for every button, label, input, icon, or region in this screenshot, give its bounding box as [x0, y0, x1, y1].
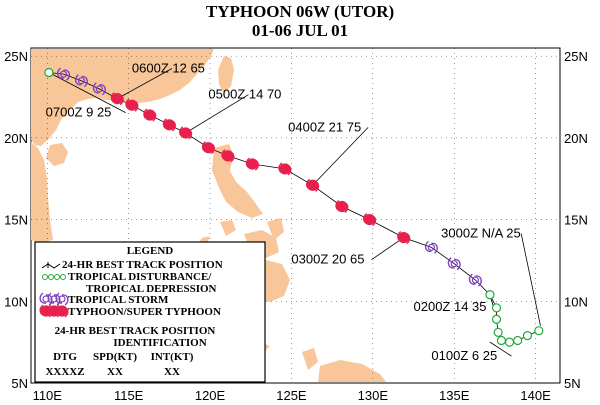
legend-item-storm: TROPICAL STORM [68, 294, 169, 306]
lat-label-right: 5N [564, 376, 581, 391]
storm-marker [92, 82, 106, 96]
track-point-label: 0700Z 9 25 [46, 105, 112, 120]
land-halmahera [302, 348, 318, 370]
typhoon-marker [245, 157, 259, 171]
lat-label-left: 25N [4, 49, 28, 64]
depression-marker [504, 337, 515, 347]
depression-marker [534, 326, 544, 336]
label-leader [371, 237, 404, 261]
lat-label-right: 15N [564, 213, 588, 228]
depression-marker [491, 303, 502, 313]
legend-item-depression-line1: TROPICAL DISTURBANCE/ [68, 271, 212, 283]
lat-label-right: 25N [564, 49, 588, 64]
typhoon-marker [179, 126, 193, 140]
track-point-label: 0300Z 20 65 [291, 252, 364, 267]
track-symbols [44, 67, 544, 347]
label-leader [312, 127, 369, 186]
legend-example-spd: XX [107, 366, 123, 378]
track-point-label: 0100Z 6 25 [431, 348, 497, 363]
storm-marker [57, 67, 71, 81]
land-vietnam [31, 142, 53, 243]
axis-labels: 25N 25N 20N 20N 15N 15N 10N 10N 5N 5N 110E 115E 120E… [4, 49, 588, 403]
land-mindoro [220, 220, 236, 236]
depression-marker [493, 327, 503, 337]
legend-example-dtg: XXXXZ [45, 366, 84, 378]
storm-marker [424, 240, 438, 254]
legend-heading: LEGEND [127, 245, 174, 257]
legend-id-subheading: IDENTIFICATION [113, 337, 206, 349]
depression-marker [522, 331, 533, 341]
legend-item-depression-line2: TROPICAL DEPRESSION [86, 283, 217, 295]
typhoon-marker [335, 199, 349, 214]
typhoon-marker [306, 178, 320, 192]
depression-symbol [42, 274, 66, 280]
typhoon-symbol [39, 304, 69, 318]
lat-label-left: 20N [4, 131, 28, 146]
label-leader [185, 94, 249, 134]
typhoon-marker [143, 108, 157, 122]
lat-label-left: 10N [4, 294, 28, 309]
typhoon-marker [278, 162, 292, 176]
land-new-guinea [318, 360, 386, 382]
track-point-label: 0400Z 21 75 [288, 119, 361, 134]
depression-marker [485, 290, 495, 300]
lat-label-right: 20N [564, 131, 588, 146]
legend-frame [34, 241, 266, 383]
legend-col-int: INT(KT) [151, 351, 194, 363]
storm-marker [468, 273, 482, 287]
lon-label: 140E [520, 388, 551, 403]
track-point-label: 3000Z N/A 25 [441, 226, 521, 241]
track-point-label: 0500Z 14 70 [208, 87, 281, 102]
map-title: TYPHOON 06W (UTOR) [205, 2, 395, 21]
typhoon-marker [397, 231, 411, 245]
track-point-label: 0600Z 12 65 [132, 61, 205, 76]
legend-item-typhoon: TYPHOON/SUPER TYPHOON [68, 306, 221, 318]
legend-col-spd: SPD(KT) [93, 351, 137, 363]
legend-typhoon-swirl [55, 304, 69, 318]
label-leader [520, 233, 541, 326]
typhoon-marker [125, 98, 139, 112]
legend-storm-swirl [55, 292, 69, 306]
land-samar [267, 218, 284, 240]
lat-label-right: 10N [564, 294, 588, 309]
lon-label: 125E [276, 388, 307, 403]
land-luzon [212, 144, 263, 218]
label-leader [117, 68, 173, 100]
track-point-labels: 3000Z N/A 25 0200Z 14 35 0100Z 6 25 0300Z 2… [46, 61, 521, 364]
storm-marker [74, 74, 88, 88]
lon-label: 110E [33, 388, 63, 403]
storm-marker [447, 257, 461, 271]
depression-marker [496, 335, 507, 346]
lon-label: 135E [439, 388, 470, 403]
map-subtitle: 01-06 JUL 01 [251, 21, 349, 40]
legend-id-heading: 24-HR BEST TRACK POSITION [55, 325, 216, 337]
depression-marker [44, 67, 54, 78]
depression-marker [491, 314, 502, 324]
best-track-symbol [41, 263, 61, 269]
label-leader [48, 72, 126, 113]
depression-marker [513, 335, 523, 346]
lon-label: 120E [195, 388, 226, 403]
typhoon-marker [221, 149, 235, 163]
typhoon-marker [201, 141, 215, 155]
lat-label-left: 15N [4, 213, 28, 228]
legend-box: LEGEND 24-HR BEST TRACK POSITION TROPICA… [34, 241, 266, 383]
track-point-label: 0200Z 14 35 [414, 299, 487, 314]
lon-label: 115E [114, 388, 144, 403]
lon-label: 130E [358, 388, 389, 403]
land-hainan [46, 143, 68, 166]
typhoon-marker [162, 118, 176, 132]
legend-item-best-track: 24-HR BEST TRACK POSITION [62, 259, 223, 271]
legend-example-int: XX [164, 366, 180, 378]
storm-symbol [39, 292, 69, 306]
lat-label-left: 5N [11, 376, 28, 391]
typhoon-marker [110, 92, 124, 106]
legend-col-dtg: DTG [53, 351, 77, 363]
land-taiwan [218, 56, 234, 94]
label-leader [489, 341, 512, 357]
typhoon-marker [363, 213, 377, 227]
